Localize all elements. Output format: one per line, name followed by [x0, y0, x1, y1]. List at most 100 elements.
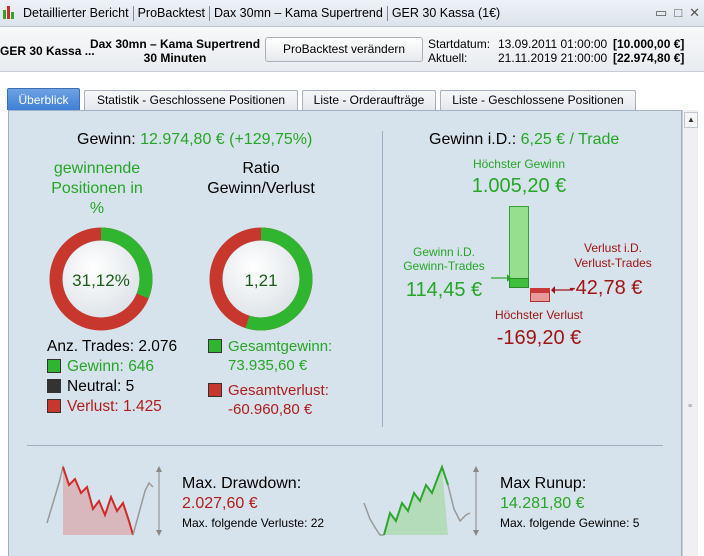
- max-loss-value: -169,20 €: [496, 327, 582, 349]
- modify-backtest-button[interactable]: ProBacktest verändern: [265, 37, 423, 62]
- strategy-info: Dax 30mn – Kama Supertrend 30 Minuten: [84, 37, 266, 65]
- max-gain-bar: [509, 206, 529, 283]
- win-percent-donut: 31,12%: [49, 227, 153, 331]
- avg-gain-label: Gewinn i.D.:: [429, 131, 517, 148]
- current-date-label: Aktuell:: [428, 51, 468, 65]
- avg-gain-header: Gewinn i.D.: 6,25 € / Trade: [429, 131, 619, 149]
- tab-bar: Überblick Statistik - Geschlossene Posit…: [0, 72, 704, 110]
- avg-gain-trades-label-1: Gewinn i.D.: [412, 245, 476, 259]
- close-icon[interactable]: ✕: [689, 5, 700, 20]
- total-gain-value: 12.974,80 € (+129,75%): [140, 131, 313, 148]
- ratio-gain-arc: [209, 227, 313, 331]
- donut-win-arc: [49, 227, 153, 331]
- wins-row: Gewinn: 646: [47, 357, 177, 377]
- avg-loss-trades-value: -42,78 €: [569, 277, 643, 299]
- date-range: Startdatum: 13.09.2011 01:00:00 [10.000,…: [428, 37, 684, 65]
- report-toolbar: GER 30 Kassa ... Dax 30mn – Kama Supertr…: [0, 27, 704, 72]
- tab-statistics-closed[interactable]: Statistik - Geschlossene Positionen: [84, 90, 298, 110]
- scroll-grip-icon[interactable]: ≡: [688, 403, 693, 410]
- max-drawdown-value: 2.027,60 €: [182, 495, 258, 512]
- avg-gain-trades-value: 114,45 €: [405, 279, 483, 301]
- avg-gain-bar: [509, 278, 529, 288]
- start-capital: [10.000,00 €]: [613, 37, 685, 51]
- horizontal-divider: [27, 445, 663, 446]
- start-date: 13.09.2011 01:00:00: [498, 37, 608, 51]
- total-loss-sum-label: Gesamtverlust:: [228, 382, 329, 399]
- max-runup-value: 14.281,80 €: [500, 495, 585, 512]
- total-gain-sum-value: 73.935,60 €: [228, 357, 308, 374]
- total-loss-block: Gesamtverlust: -60.960,80 €: [208, 381, 329, 419]
- avg-gain-value: 6,25 € / Trade: [520, 131, 620, 148]
- minimize-icon[interactable]: ▭: [654, 5, 668, 20]
- avg-loss-trades-label-2: Verlust-Trades: [574, 256, 652, 270]
- losses-row: Verlust: 1.425: [47, 397, 177, 417]
- title-segment-report: Detaillierter Bericht: [23, 6, 129, 20]
- trades-label: Anz. Trades:: [47, 338, 135, 355]
- loss-legend-swatch: [47, 399, 61, 413]
- scroll-up-icon[interactable]: ▲: [684, 112, 698, 128]
- losses-label: Verlust:: [67, 398, 119, 415]
- trades-value: 2.076: [138, 338, 178, 355]
- win-percent-title-line3: %: [89, 200, 105, 217]
- max-runup-label: Max Runup:: [500, 475, 587, 492]
- tab-overview[interactable]: Überblick: [7, 88, 80, 110]
- neutral-legend-swatch: [47, 379, 61, 393]
- win-percent-title-line1: gewinnende: [53, 160, 141, 177]
- trades-row: Anz. Trades: 2.076: [47, 337, 177, 357]
- total-gain-label: Gewinn:: [77, 131, 136, 148]
- start-date-label: Startdatum:: [428, 37, 491, 51]
- wins-value: 646: [128, 358, 155, 375]
- current-date: 21.11.2019 21:00:00: [498, 51, 608, 65]
- avg-gain-arrow-icon: [491, 274, 511, 282]
- ratio-donut: 1,21: [209, 227, 313, 331]
- total-gain-swatch: [208, 339, 222, 353]
- win-percent-title: gewinnende Positionen in %: [37, 159, 157, 219]
- avg-gain-trades-label: Gewinn i.D. Gewinn-Trades: [399, 245, 489, 273]
- total-loss-swatch: [208, 383, 222, 397]
- title-segment-instrument: GER 30 Kassa (1€): [391, 6, 501, 20]
- neutral-value: 5: [125, 378, 135, 395]
- avg-loss-trades-label: Verlust i.D. Verlust-Trades: [564, 241, 662, 271]
- vertical-divider: [382, 131, 383, 427]
- max-gain-label: Höchster Gewinn: [472, 157, 566, 171]
- wins-label: Gewinn:: [67, 358, 124, 375]
- tab-closed-positions[interactable]: Liste - Geschlossene Positionen: [440, 90, 636, 110]
- max-drawdown-label: Max. Drawdown:: [182, 475, 302, 492]
- title-bar: Detaillierter Bericht ProBacktest Dax 30…: [0, 0, 704, 27]
- tab-order-list[interactable]: Liste - Orderaufträge: [302, 90, 436, 110]
- drawdown-chart-icon: [46, 464, 162, 536]
- total-gain-block: Gesamtgewinn: 73.935,60 €: [208, 337, 332, 375]
- title-segment-strategy: Dax 30mn – Kama Supertrend: [213, 6, 383, 20]
- avg-loss-arrow-icon: [551, 286, 573, 294]
- trade-counts: Anz. Trades: 2.076 Gewinn: 646 Neutral: …: [47, 337, 177, 417]
- current-capital: [22.974,80 €]: [613, 51, 685, 65]
- ratio-title-line1: Ratio: [242, 160, 280, 177]
- runup-chart-icon: [363, 464, 479, 536]
- total-gain-sum-label: Gesamtgewinn:: [228, 338, 333, 355]
- ratio-title-line2: Gewinn/Verlust: [207, 180, 315, 197]
- max-consecutive-gains: Max. folgende Gewinne: 5: [500, 516, 640, 530]
- losses-value: 1.425: [123, 398, 162, 415]
- win-percent-title-line2: Positionen in: [51, 180, 143, 197]
- win-percent-value: 31,12%: [72, 271, 130, 290]
- overview-panel: Gewinn: 12.974,80 € (+129,75%) gewinnend…: [8, 110, 682, 556]
- neutral-row: Neutral: 5: [47, 377, 177, 397]
- vertical-scrollbar[interactable]: ▲ ≡: [682, 110, 698, 556]
- win-legend-swatch: [47, 359, 61, 373]
- ratio-value: 1,21: [244, 271, 277, 290]
- instrument-name: GER 30 Kassa ...: [0, 44, 95, 58]
- avg-loss-trades-label-1: Verlust i.D.: [583, 241, 643, 255]
- maximize-icon[interactable]: □: [674, 5, 683, 20]
- avg-gain-trades-label-2: Gewinn-Trades: [403, 259, 485, 273]
- donut-center: [63, 241, 139, 317]
- strategy-name: Dax 30mn – Kama Supertrend: [89, 37, 261, 51]
- neutral-label: Neutral:: [67, 378, 122, 395]
- avg-loss-bar: [530, 288, 550, 293]
- ratio-center: [223, 241, 299, 317]
- total-gain: Gewinn: 12.974,80 € (+129,75%): [77, 131, 312, 149]
- max-consecutive-losses: Max. folgende Verluste: 22: [182, 516, 325, 530]
- total-loss-sum-value: -60.960,80 €: [228, 401, 313, 418]
- ratio-title: Ratio Gewinn/Verlust: [196, 159, 326, 199]
- max-loss-label: Höchster Verlust: [494, 308, 584, 322]
- title-segment-probacktest: ProBacktest: [137, 6, 205, 20]
